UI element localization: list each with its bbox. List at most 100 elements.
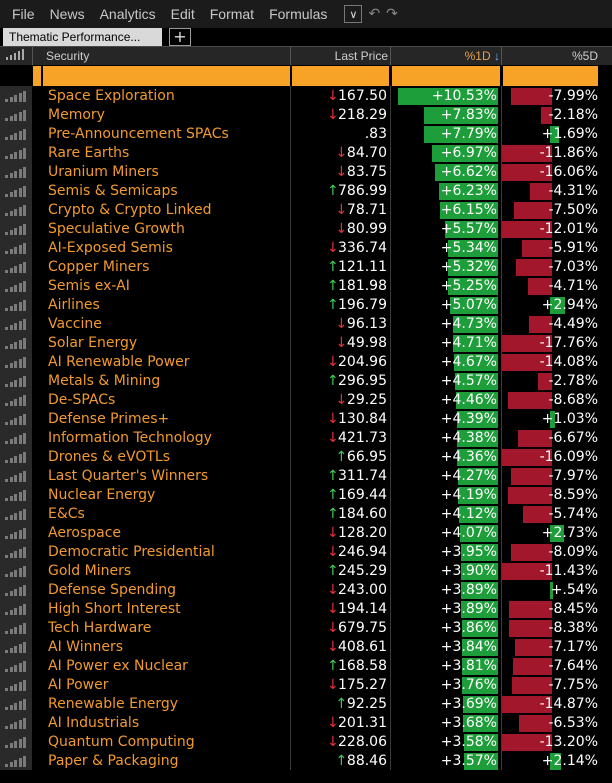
table-row[interactable]: Vaccine 96.13 ↓ +4.73% -4.49% — [0, 315, 612, 334]
table-row[interactable]: Airlines 196.79 ↑ +5.07% +2.94% — [0, 296, 612, 315]
table-row[interactable]: Rare Earths 84.70 ↓ +6.97% -11.86% — [0, 144, 612, 163]
table-row[interactable]: Tech Hardware 679.75 ↓ +3.86% -8.38% — [0, 619, 612, 638]
security-name[interactable]: Pre-Announcement SPACs — [48, 126, 229, 142]
filter-cell-last-price[interactable] — [292, 66, 389, 86]
security-name[interactable]: Rare Earths — [48, 145, 130, 161]
filter-cell-marker[interactable] — [33, 66, 41, 86]
header-pct-1d[interactable]: %1D ↓ — [392, 47, 500, 65]
menu-format[interactable]: Format — [209, 6, 255, 22]
table-row[interactable]: AI Winners 408.61 ↓ +3.84% -7.17% — [0, 638, 612, 657]
security-name[interactable]: Drones & eVOTLs — [48, 449, 171, 465]
menu-analytics[interactable]: Analytics — [99, 6, 156, 22]
security-name[interactable]: Gold Miners — [48, 563, 132, 579]
security-name[interactable]: Metals & Mining — [48, 373, 161, 389]
table-row[interactable]: Speculative Growth 80.99 ↓ +5.57% -12.01% — [0, 220, 612, 239]
table-row[interactable]: AI-Exposed Semis 336.74 ↓ +5.34% -5.91% — [0, 239, 612, 258]
table-row[interactable]: Gold Miners 245.29 ↑ +3.90% -11.43% — [0, 562, 612, 581]
double-chevron-down-icon[interactable]: ∨ — [344, 5, 363, 23]
redo-icon[interactable]: ↷ — [386, 6, 398, 22]
table-row[interactable]: Memory 218.29 ↓ +7.83% -2.18% — [0, 106, 612, 125]
security-name[interactable]: AI Industrials — [48, 715, 140, 731]
table-row[interactable]: Defense Spending 243.00 ↓ +3.89% +.54% — [0, 581, 612, 600]
table-row[interactable]: Semis & Semicaps 786.99 ↑ +6.23% -4.31% — [0, 182, 612, 201]
table-row[interactable]: Pre-Announcement SPACs .83 +7.79% +1.69% — [0, 125, 612, 144]
security-name[interactable]: Airlines — [48, 297, 100, 313]
filter-cell-pct-5d[interactable] — [503, 66, 598, 86]
table-row[interactable]: AI Power ex Nuclear 168.58 ↑ +3.81% -7.64% — [0, 657, 612, 676]
table-row[interactable]: Semis ex-AI 181.98 ↑ +5.25% -4.71% — [0, 277, 612, 296]
pct-1d-cell: +3.57% — [392, 752, 500, 771]
menu-news[interactable]: News — [49, 6, 85, 22]
security-name[interactable]: AI Winners — [48, 639, 123, 655]
table-row[interactable]: Uranium Miners 83.75 ↓ +6.62% -16.06% — [0, 163, 612, 182]
security-name[interactable]: Nuclear Energy — [48, 487, 156, 503]
table-row[interactable]: Renewable Energy 92.25 ↑ +3.69% -14.87% — [0, 695, 612, 714]
table-row[interactable]: Aerospace 128.20 ↓ +4.07% +2.73% — [0, 524, 612, 543]
pct-1d-bar — [453, 316, 498, 333]
header-pct-5d[interactable]: %5D — [571, 49, 598, 63]
table-row[interactable]: Quantum Computing 228.06 ↓ +3.58% -13.20% — [0, 733, 612, 752]
table-row[interactable]: Last Quarter's Winners 311.74 ↑ +4.27% -7.97… — [0, 467, 612, 486]
signal-column-icon[interactable] — [5, 47, 25, 65]
security-name[interactable]: Solar Energy — [48, 335, 138, 351]
security-name[interactable]: Space Exploration — [48, 88, 175, 104]
security-name[interactable]: Copper Miners — [48, 259, 150, 275]
tab-thematic-performance[interactable]: Thematic Performance... — [3, 28, 162, 46]
pct-1d-value: +4.19% — [440, 487, 497, 503]
security-name[interactable]: Aerospace — [48, 525, 122, 541]
security-name[interactable]: Defense Primes+ — [48, 411, 170, 427]
security-name[interactable]: AI Renewable Power — [48, 354, 190, 370]
table-row[interactable]: Information Technology 421.73 ↓ +4.38% -6.67… — [0, 429, 612, 448]
security-name[interactable]: Defense Spending — [48, 582, 176, 598]
security-name[interactable]: Information Technology — [48, 430, 212, 446]
column-divider — [501, 86, 502, 770]
header-last-price[interactable]: Last Price — [334, 49, 388, 63]
security-name[interactable]: Quantum Computing — [48, 734, 195, 750]
security-name[interactable]: Paper & Packaging — [48, 753, 179, 769]
table-row[interactable]: Nuclear Energy 169.44 ↑ +4.19% -8.59% — [0, 486, 612, 505]
table-row[interactable]: High Short Interest 194.14 ↓ +3.89% -8.45% — [0, 600, 612, 619]
table-row[interactable]: Crypto & Crypto Linked 78.71 ↓ +6.15% -7.50% — [0, 201, 612, 220]
security-name[interactable]: Memory — [48, 107, 105, 123]
security-name[interactable]: AI-Exposed Semis — [48, 240, 173, 256]
table-row[interactable]: AI Power 175.27 ↓ +3.76% -7.75% — [0, 676, 612, 695]
menu-file[interactable]: File — [12, 6, 35, 22]
security-name[interactable]: AI Power ex Nuclear — [48, 658, 188, 674]
undo-icon[interactable]: ↶ — [368, 6, 381, 22]
security-name[interactable]: Vaccine — [48, 316, 102, 332]
security-name[interactable]: Tech Hardware — [48, 620, 152, 636]
table-row[interactable]: Solar Energy 49.98 ↓ +4.71% -17.76% — [0, 334, 612, 353]
security-name[interactable]: Semis ex-AI — [48, 278, 130, 294]
table-row[interactable]: Copper Miners 121.11 ↑ +5.32% -7.03% — [0, 258, 612, 277]
table-row[interactable]: Paper & Packaging 88.46 ↑ +3.57% +2.14% — [0, 752, 612, 771]
table-row[interactable]: Defense Primes+ 130.84 ↓ +4.39% +1.03% — [0, 410, 612, 429]
menu-formulas[interactable]: Formulas — [269, 6, 328, 22]
filter-cell-pct-1d[interactable] — [392, 66, 500, 86]
menu-edit[interactable]: Edit — [170, 6, 195, 22]
table-row[interactable]: Democratic Presidential 246.94 ↓ +3.95% -8.0… — [0, 543, 612, 562]
filter-cell-security[interactable] — [43, 66, 290, 86]
add-tab-button[interactable]: + — [169, 28, 191, 46]
security-name[interactable]: E&Cs — [48, 506, 85, 522]
table-row[interactable]: De-SPACs 29.25 ↓ +4.46% -8.68% — [0, 391, 612, 410]
table-row[interactable]: Drones & eVOTLs 66.95 ↑ +4.36% -16.09% — [0, 448, 612, 467]
security-name[interactable]: AI Power — [48, 677, 109, 693]
security-name[interactable]: Speculative Growth — [48, 221, 185, 237]
table-row[interactable]: Space Exploration 167.50 ↓ +10.53% -7.99% — [0, 87, 612, 106]
security-name[interactable]: Uranium Miners — [48, 164, 159, 180]
table-row[interactable]: Metals & Mining 296.95 ↑ +4.57% -2.78% — [0, 372, 612, 391]
security-name[interactable]: Renewable Energy — [48, 696, 179, 712]
security-name[interactable]: De-SPACs — [48, 392, 116, 408]
table-row[interactable]: AI Industrials 201.31 ↓ +3.68% -6.53% — [0, 714, 612, 733]
security-name[interactable]: High Short Interest — [48, 601, 181, 617]
arrow-up-icon: ↑ — [327, 658, 339, 674]
security-name[interactable]: Democratic Presidential — [48, 544, 215, 560]
table-row[interactable]: E&Cs 184.60 ↑ +4.12% -5.74% — [0, 505, 612, 524]
last-price: 181.98 — [338, 278, 387, 294]
security-name[interactable]: Last Quarter's Winners — [48, 468, 209, 484]
pct-1d-cell: +4.67% — [392, 353, 500, 372]
security-name[interactable]: Semis & Semicaps — [48, 183, 178, 199]
header-security[interactable]: Security — [46, 49, 90, 63]
security-name[interactable]: Crypto & Crypto Linked — [48, 202, 212, 218]
table-row[interactable]: AI Renewable Power 204.96 ↓ +4.67% -14.08% — [0, 353, 612, 372]
